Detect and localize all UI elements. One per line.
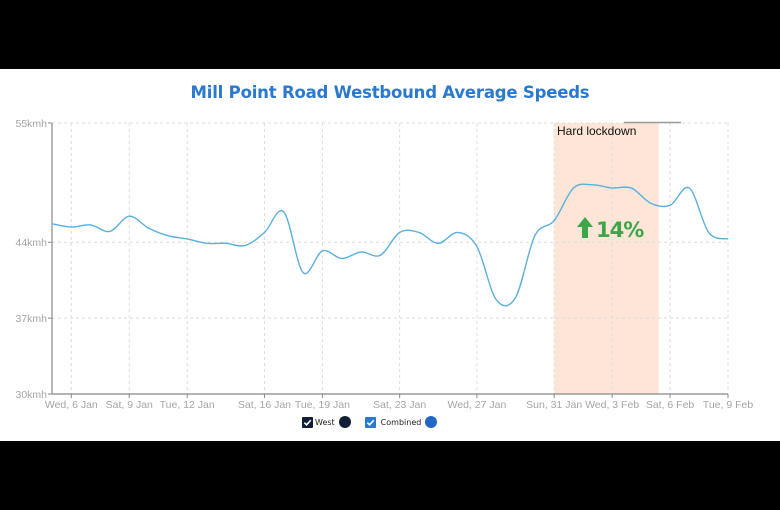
axes: 30kmh 37kmh 44kmh 55kmh Wed, 6 Jan Sat, 9 Jan… <box>15 118 753 411</box>
series-line-west[interactable] <box>51 183 729 307</box>
x-tick-label: Sat, 16 Jan <box>238 399 291 411</box>
legend-label-west: West <box>315 417 335 427</box>
check-icon <box>303 419 312 426</box>
check-icon <box>366 419 375 426</box>
legend-item-west[interactable]: West <box>302 416 351 428</box>
line-chart: 30kmh 37kmh 44kmh 55kmh Wed, 6 Jan Sat, 9 Jan… <box>15 118 753 411</box>
lockdown-band <box>554 123 659 394</box>
legend-label-combined: Combined <box>380 417 422 427</box>
y-tick-label: 44kmh <box>15 237 47 249</box>
chart-title: Mill Point Road Westbound Average Speeds <box>190 83 590 102</box>
y-tick-label: 55kmh <box>15 118 47 130</box>
legend-item-combined[interactable]: Combined <box>364 416 438 428</box>
legend-dot-west-icon <box>338 416 351 428</box>
x-tick-label: Sat, 9 Jan <box>106 399 153 411</box>
legend-dot-combined-icon <box>425 416 438 428</box>
change-percent: 14% <box>596 218 644 242</box>
x-tick-label: Wed, 6 Jan <box>45 399 98 411</box>
x-tick-label: Tue, 19 Jan <box>295 399 350 411</box>
x-tick-label: Tue, 9 Feb <box>703 399 754 411</box>
y-tick-label: 37kmh <box>15 313 47 325</box>
x-tick-label: Tue, 12 Jan <box>160 399 215 411</box>
x-tick-label: Sat, 23 Jan <box>373 399 426 411</box>
x-tick-label: Wed, 27 Jan <box>448 399 507 411</box>
checkbox-combined[interactable] <box>364 416 376 428</box>
lockdown-annotation: Hard lockdown 14% <box>557 121 681 242</box>
checkbox-west[interactable] <box>302 416 313 428</box>
legend: West Combined <box>302 416 438 428</box>
x-tick-label: Wed, 3 Feb <box>585 399 639 411</box>
y-tick-label: 30kmh <box>15 389 47 401</box>
x-tick-label: Sun, 31 Jan <box>526 399 582 411</box>
x-tick-label: Sat, 6 Feb <box>646 399 695 411</box>
lockdown-label: Hard lockdown <box>557 124 636 138</box>
chart-panel: Mill Point Road Westbound Average Speeds… <box>0 69 780 441</box>
arrow-up-icon <box>577 217 593 238</box>
